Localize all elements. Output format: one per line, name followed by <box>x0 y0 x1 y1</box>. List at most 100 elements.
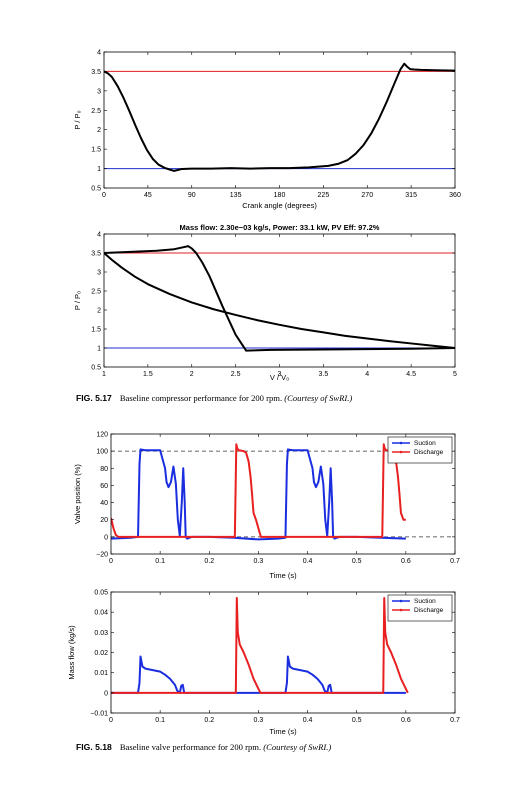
y-tick-label: 2 <box>97 308 101 315</box>
y-axis-label: Valve position (%) <box>73 464 82 524</box>
x-tick-label: 225 <box>318 192 330 199</box>
x-axis-label: Time (s) <box>269 727 297 736</box>
axes-frame <box>103 233 456 368</box>
figure-caption-5-18: FIG. 5.18 Baseline valve performance for … <box>76 742 331 752</box>
legend-box <box>387 594 453 622</box>
y-tick-label: 1.5 <box>91 327 101 334</box>
y-tick-label: 0.02 <box>94 650 108 657</box>
x-tick-label: 0.6 <box>401 558 411 565</box>
x-tick-label: 0.6 <box>401 717 411 724</box>
x-tick-label: 0 <box>109 717 113 724</box>
y-tick-label: 60 <box>100 483 108 490</box>
x-tick-label: 2 <box>190 371 194 378</box>
legend: Suction Discharge <box>387 594 453 622</box>
plot-area <box>104 245 455 352</box>
x-tick-label: 0.3 <box>254 558 264 565</box>
y-axis-label: Mass flow (kg/s) <box>67 625 76 680</box>
x-tick-label: 270 <box>361 192 373 199</box>
x-tick-label: 3 <box>278 371 282 378</box>
plot-area <box>104 62 455 172</box>
y-tick-label: 0.01 <box>94 670 108 677</box>
y-tick-label: 1 <box>97 166 101 173</box>
y-tick-label: 3.5 <box>91 69 101 76</box>
y-tick-label: 0.05 <box>94 590 108 597</box>
x-tick-label: 4.5 <box>406 371 416 378</box>
x-tick-label: 135 <box>230 192 242 199</box>
x-tick-label: 0.5 <box>352 717 362 724</box>
x-tick-label: 5 <box>453 371 457 378</box>
figure-label: FIG. 5.17 <box>76 393 112 403</box>
y-tick-label: 100 <box>96 449 108 456</box>
x-tick-label: 0.2 <box>204 717 214 724</box>
y-tick-label: 1 <box>97 346 101 353</box>
x-tick-label: 3.5 <box>319 371 329 378</box>
x-tick-label: 0.7 <box>450 717 460 724</box>
x-tick-label: 0.1 <box>155 717 165 724</box>
legend-label: Suction <box>414 440 436 447</box>
y-tick-label: 0.5 <box>91 186 101 193</box>
x-tick-label: 45 <box>144 192 152 199</box>
chart-valve-position: 0 0.1 0.2 0.3 0.4 0.5 0.6 0.7−20020406080100120… <box>73 432 460 581</box>
y-axis-label: P / P₀ <box>73 291 82 310</box>
reference-line-3 <box>104 252 455 349</box>
y-tick-label: 3.5 <box>91 251 101 258</box>
y-tick-label: 2 <box>97 127 101 134</box>
y-tick-label: 2.5 <box>91 289 101 296</box>
y-tick-label: 4 <box>97 232 101 239</box>
legend: Suction Discharge <box>387 436 453 464</box>
x-tick-label: 0.1 <box>155 558 165 565</box>
chart-pv-diagram: 1 1.5 2 2.5 3 3.5 4 4.5 50.511.522.533.54V / V₀P… <box>73 223 457 382</box>
reference-line-2 <box>104 245 455 352</box>
x-tick-label: 0.4 <box>303 558 313 565</box>
x-tick-label: 180 <box>274 192 286 199</box>
x-tick-label: 0.2 <box>204 558 214 565</box>
suction-line <box>111 448 406 541</box>
x-tick-label: 0.4 <box>303 717 313 724</box>
chart-p-vs-crank: 0 45 90 135 180 225 270 315 360 0.5 1 1.5 2 2.5 3 3.5 4 C… <box>73 50 461 211</box>
y-tick-label: 4 <box>97 50 101 57</box>
x-tick-label: 2.5 <box>231 371 241 378</box>
plot-area <box>111 597 409 694</box>
y-tick-label: 3 <box>97 88 101 95</box>
legend-label: Suction <box>414 598 436 605</box>
discharge-line <box>111 443 406 538</box>
y-tick-label: 0.04 <box>94 610 108 617</box>
x-tick-label: 0 <box>102 192 106 199</box>
y-tick-label: −0.01 <box>90 711 108 718</box>
legend-marker <box>399 450 403 454</box>
x-axis-label: V / V₀ <box>270 373 289 382</box>
y-tick-label: 80 <box>100 466 108 473</box>
y-tick-label: 120 <box>96 432 108 439</box>
x-axis-label: Crank angle (degrees) <box>242 201 317 210</box>
caption-courtesy: (Courtesy of SwRI.) <box>263 742 332 752</box>
x-tick-label: 0 <box>109 558 113 565</box>
y-tick-label: 2.5 <box>91 108 101 115</box>
legend-marker <box>399 599 403 603</box>
x-tick-label: 0.3 <box>254 717 264 724</box>
x-tick-label: 315 <box>405 192 417 199</box>
legend-label: Discharge <box>414 607 444 614</box>
suction-line <box>111 655 406 694</box>
figure-label: FIG. 5.18 <box>76 742 112 752</box>
y-tick-label: 3 <box>97 270 101 277</box>
axes-frame <box>110 433 456 555</box>
x-tick-label: 360 <box>449 192 461 199</box>
figure-caption-5-17: FIG. 5.17 Baseline compressor performance… <box>76 393 352 403</box>
caption-courtesy: (Courtesy of SwRI.) <box>284 393 353 403</box>
legend-marker <box>399 608 403 612</box>
caption-text: Baseline compressor performance for 200 … <box>119 393 283 403</box>
y-tick-label: 40 <box>100 500 108 507</box>
x-tick-label: 0.7 <box>450 558 460 565</box>
y-tick-label: 20 <box>100 517 108 524</box>
legend-box <box>387 436 453 464</box>
y-tick-label: 0 <box>104 534 108 541</box>
discharge-line <box>111 597 409 694</box>
x-axis-label: Time (s) <box>269 571 297 580</box>
y-tick-label: 1.5 <box>91 147 101 154</box>
x-tick-label: 4 <box>365 371 369 378</box>
y-tick-label: 0.03 <box>94 630 108 637</box>
y-axis-label: P / P₀ <box>73 110 82 129</box>
x-tick-label: 1.5 <box>143 371 153 378</box>
x-tick-label: 0.5 <box>352 558 362 565</box>
y-tick-label: 0 <box>104 690 108 697</box>
